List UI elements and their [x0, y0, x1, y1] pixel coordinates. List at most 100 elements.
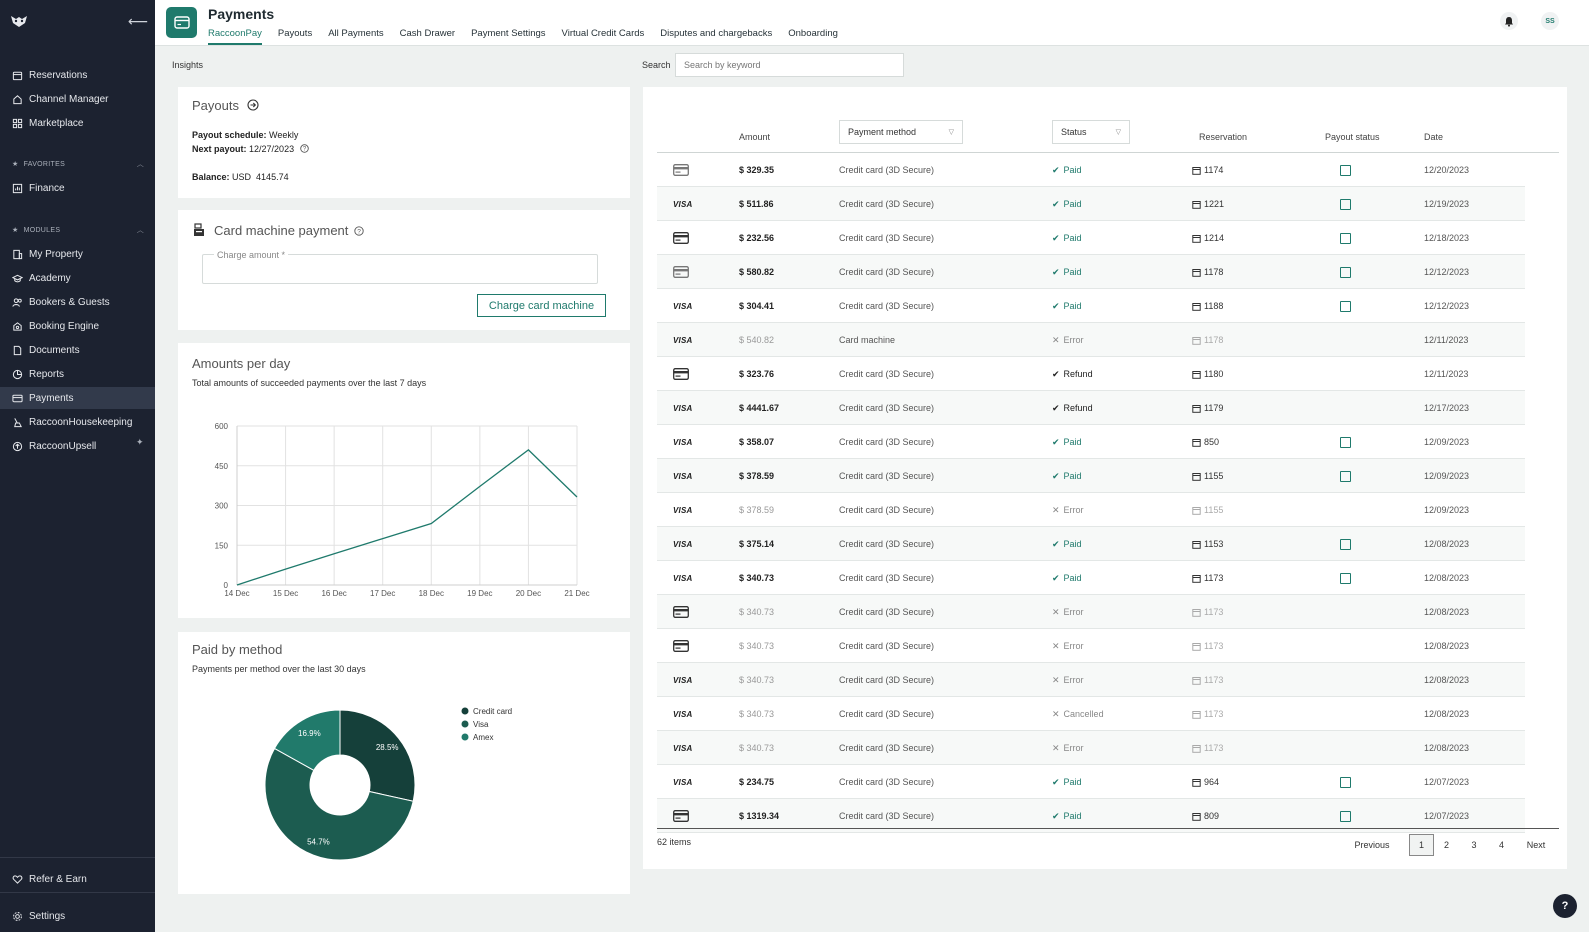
tab-cash-drawer[interactable]: Cash Drawer	[399, 28, 456, 39]
sidebar-item-raccoonhousekeeping[interactable]: RaccoonHousekeeping	[0, 411, 155, 433]
help-circle-icon[interactable]: ?	[354, 226, 364, 236]
legend-label-visa[interactable]: Visa	[473, 720, 489, 729]
reservation-link[interactable]: 1153	[1192, 527, 1223, 561]
sidebar-item-finance[interactable]: Finance	[0, 177, 155, 199]
tab-payment-settings[interactable]: Payment Settings	[471, 28, 546, 39]
sidebar-item-reports[interactable]: Reports	[0, 363, 155, 385]
reservation-link[interactable]: 1180	[1192, 357, 1223, 391]
payout-status-checkbox[interactable]	[1340, 799, 1351, 833]
favorites-section-toggle[interactable]: ★ FAVORITES ︿	[12, 159, 144, 169]
payout-status-checkbox[interactable]	[1340, 187, 1351, 221]
table-row[interactable]: $ 580.82 Credit card (3D Secure) ✔ Paid 1178…	[657, 255, 1525, 289]
table-row[interactable]: VISA $ 378.59 Credit card (3D Secure) ✔ Paid…	[657, 459, 1525, 493]
reservation-link[interactable]: 1173	[1192, 663, 1223, 697]
sidebar-item-refer-and-earn[interactable]: Refer & Earn	[0, 868, 155, 890]
sidebar-item-bookers-and-guests[interactable]: Bookers & Guests	[0, 291, 155, 313]
table-row[interactable]: VISA $ 340.73 Credit card (3D Secure) ✕ Erro…	[657, 731, 1525, 765]
payout-status-header[interactable]: Payout status	[1325, 132, 1380, 142]
sidebar-item-settings[interactable]: Settings	[0, 905, 155, 927]
table-row[interactable]: VISA $ 304.41 Credit card (3D Secure) ✔ Paid…	[657, 289, 1525, 323]
table-row[interactable]: $ 329.35 Credit card (3D Secure) ✔ Paid 1174…	[657, 153, 1525, 187]
reservation-header[interactable]: Reservation	[1199, 132, 1248, 142]
previous-page-button[interactable]: Previous	[1354, 840, 1390, 850]
checkbox-square[interactable]	[1340, 198, 1351, 210]
checkbox-square[interactable]	[1340, 572, 1351, 584]
reservation-link[interactable]: 1178	[1192, 255, 1223, 289]
reservation-link[interactable]: 850	[1192, 425, 1219, 459]
amount-header[interactable]: Amount	[739, 132, 771, 142]
table-row[interactable]: $ 323.76 Credit card (3D Secure) ✔ Refund 11…	[657, 357, 1525, 391]
next-page-button[interactable]: Next	[1526, 840, 1546, 850]
reservation-link[interactable]: 1173	[1192, 731, 1223, 765]
collapse-sidebar-icon[interactable]: ⟵	[128, 13, 149, 29]
tab-all-payments[interactable]: All Payments	[328, 28, 384, 39]
reservation-link[interactable]: 1174	[1192, 153, 1223, 187]
payout-status-checkbox[interactable]	[1340, 153, 1351, 187]
table-row[interactable]: $ 232.56 Credit card (3D Secure) ✔ Paid 1214…	[657, 221, 1525, 255]
donut-slice-credit-card[interactable]	[339, 709, 416, 802]
reservation-link[interactable]: 1221	[1192, 187, 1224, 221]
sidebar-item-raccoonupsell[interactable]: RaccoonUpsell	[0, 435, 155, 457]
checkbox-square[interactable]	[1340, 266, 1351, 278]
checkbox-square[interactable]	[1340, 810, 1351, 822]
date-header[interactable]: Date	[1424, 132, 1444, 142]
reservation-link[interactable]: 1214	[1192, 221, 1224, 255]
tab-raccoonpay[interactable]: RaccoonPay	[208, 28, 262, 45]
payment-method-filter[interactable]: Payment method ▽	[839, 120, 963, 144]
arrow-circle-right-icon[interactable]	[247, 99, 259, 111]
tab-onboarding[interactable]: Onboarding	[788, 28, 838, 39]
payout-status-checkbox[interactable]	[1340, 527, 1351, 561]
payout-status-checkbox[interactable]	[1340, 561, 1351, 595]
reservation-link[interactable]: 1179	[1192, 391, 1223, 425]
reservation-link[interactable]: 809	[1192, 799, 1219, 833]
pin-icon[interactable]: ✦	[136, 437, 144, 447]
sidebar-item-payments[interactable]: Payments	[0, 387, 155, 409]
donut-slice-visa[interactable]	[264, 747, 414, 861]
payout-status-checkbox[interactable]	[1340, 289, 1351, 323]
table-row[interactable]: VISA $ 540.82 Card machine ✕ Error 1178 12/11/…	[657, 323, 1525, 357]
notifications-bell-icon[interactable]	[1500, 12, 1518, 30]
checkbox-square[interactable]	[1340, 776, 1351, 788]
charge-amount-input[interactable]	[202, 254, 598, 284]
page-3-button[interactable]: 3	[1471, 840, 1477, 850]
reservation-link[interactable]: 1173	[1192, 595, 1223, 629]
search-input[interactable]	[675, 53, 904, 77]
payouts-title[interactable]: Payouts	[192, 98, 259, 113]
page-4-button[interactable]: 4	[1498, 840, 1504, 850]
reservation-link[interactable]: 1155	[1192, 459, 1223, 493]
reservation-link[interactable]: 1178	[1192, 323, 1223, 357]
payout-status-checkbox[interactable]	[1340, 425, 1351, 459]
payout-status-checkbox[interactable]	[1340, 221, 1351, 255]
reservation-link[interactable]: 1173	[1192, 629, 1223, 663]
user-avatar[interactable]: SS	[1541, 12, 1559, 30]
legend-label-credit-card[interactable]: Credit card	[473, 707, 512, 716]
sidebar-item-marketplace[interactable]: Marketplace	[0, 112, 155, 134]
table-row[interactable]: VISA $ 340.73 Credit card (3D Secure) ✕ Canc…	[657, 697, 1525, 731]
status-filter[interactable]: Status ▽	[1052, 120, 1130, 144]
sidebar-item-my-property[interactable]: My Property	[0, 243, 155, 265]
table-row[interactable]: VISA $ 340.73 Credit card (3D Secure) ✕ Erro…	[657, 663, 1525, 697]
checkbox-square[interactable]	[1340, 300, 1351, 312]
page-2-button[interactable]: 2	[1443, 840, 1449, 850]
table-row[interactable]: VISA $ 4441.67 Credit card (3D Secure) ✔ Ref…	[657, 391, 1525, 425]
charge-card-machine-button[interactable]: Charge card machine	[477, 294, 606, 317]
modules-section-toggle[interactable]: ★ MODULES ︿	[12, 225, 144, 235]
sidebar-item-documents[interactable]: Documents	[0, 339, 155, 361]
sidebar-item-academy[interactable]: Academy	[0, 267, 155, 289]
payout-status-checkbox[interactable]	[1340, 765, 1351, 799]
table-row[interactable]: $ 340.73 Credit card (3D Secure) ✕ Error 117…	[657, 629, 1525, 663]
help-button[interactable]: ?	[1553, 894, 1577, 918]
table-row[interactable]: $ 340.73 Credit card (3D Secure) ✕ Error 117…	[657, 595, 1525, 629]
raccoon-logo-icon[interactable]	[10, 14, 28, 28]
table-row[interactable]: VISA $ 234.75 Credit card (3D Secure) ✔ Paid…	[657, 765, 1525, 799]
legend-label-amex[interactable]: Amex	[473, 733, 493, 742]
checkbox-square[interactable]	[1340, 538, 1351, 550]
reservation-link[interactable]: 964	[1192, 765, 1219, 799]
reservation-link[interactable]: 1155	[1192, 493, 1223, 527]
checkbox-square[interactable]	[1340, 470, 1351, 482]
donut-slice-amex[interactable]	[273, 709, 341, 772]
page-1-button[interactable]: 1	[1409, 834, 1434, 856]
payout-status-checkbox[interactable]	[1340, 459, 1351, 493]
tab-disputes-and-chargebacks[interactable]: Disputes and chargebacks	[660, 28, 773, 39]
payout-status-checkbox[interactable]	[1340, 255, 1351, 289]
